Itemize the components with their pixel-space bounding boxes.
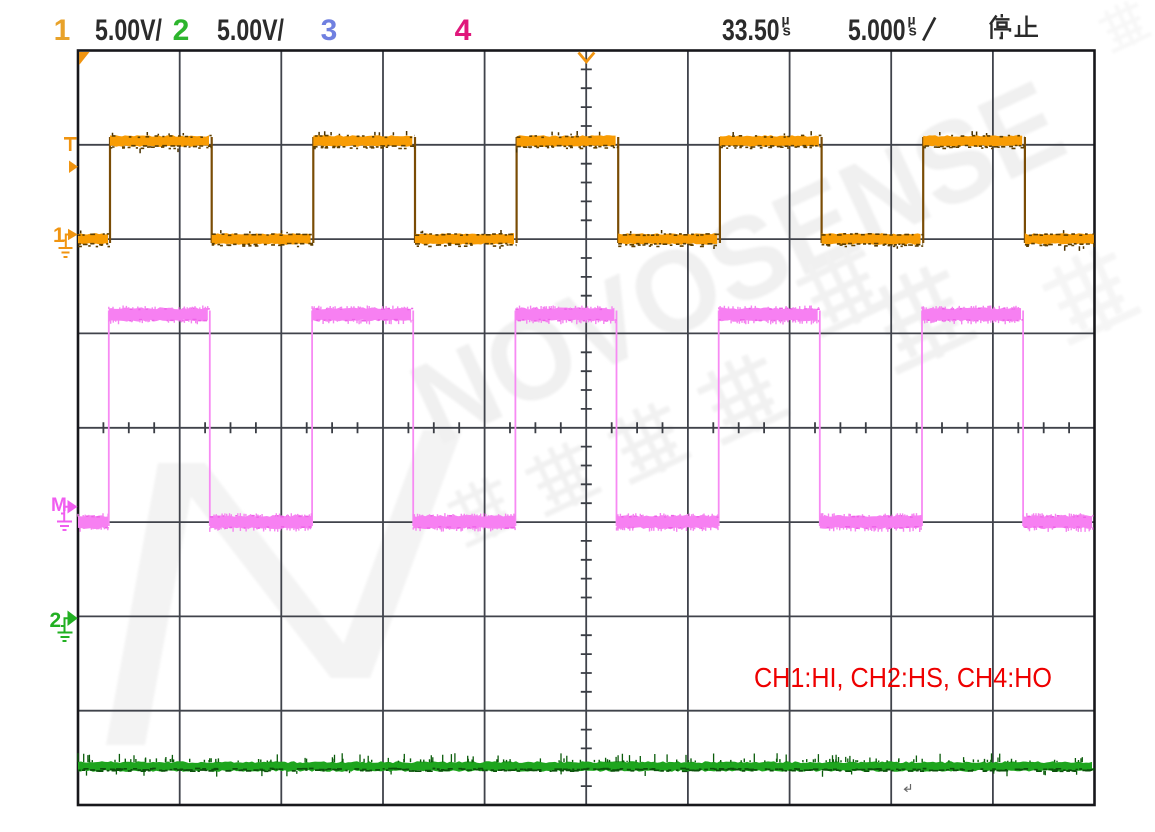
svg-text:µ: µ — [908, 12, 916, 28]
svg-text:2: 2 — [173, 14, 190, 47]
svg-text:1: 1 — [53, 224, 65, 247]
svg-text:1: 1 — [54, 14, 71, 47]
svg-text:5.00V/: 5.00V/ — [95, 14, 163, 47]
svg-text:µ: µ — [782, 12, 790, 28]
svg-text:33.50: 33.50 — [722, 14, 780, 47]
svg-text:4: 4 — [455, 14, 472, 47]
svg-text:s: s — [909, 23, 917, 40]
svg-text:CH1:HI, CH2:HS, CH4:HO: CH1:HI, CH2:HS, CH4:HO — [754, 662, 1052, 693]
svg-text:3: 3 — [321, 14, 338, 47]
svg-text:M: M — [51, 495, 67, 516]
svg-text:5.00V/: 5.00V/ — [217, 14, 285, 47]
svg-text:2: 2 — [50, 609, 62, 632]
svg-text:s: s — [783, 23, 791, 40]
svg-text:5.000: 5.000 — [848, 14, 906, 47]
